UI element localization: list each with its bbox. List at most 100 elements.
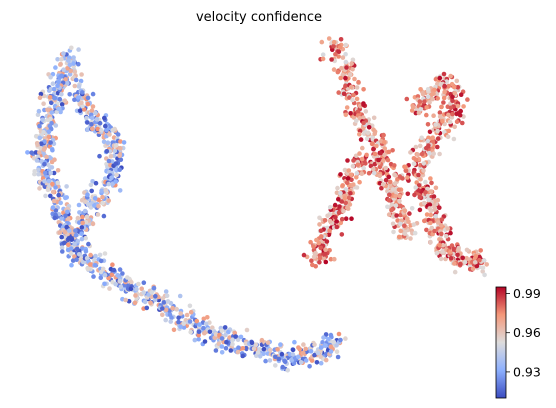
scatter-point (114, 172, 119, 178)
scatter-point (433, 122, 438, 127)
scatter-point (197, 322, 202, 327)
scatter-point (458, 92, 464, 97)
scatter-point (118, 139, 123, 144)
scatter-point (59, 57, 64, 62)
scatter-point (106, 181, 111, 187)
scatter-point (335, 185, 340, 191)
scatter-point (100, 266, 106, 272)
scatter-point (44, 154, 49, 160)
scatter-point (108, 154, 114, 159)
scatter-point (48, 74, 53, 80)
scatter-point (383, 177, 389, 183)
scatter-point (318, 228, 324, 234)
scatter-point (279, 351, 285, 357)
scatter-point (36, 171, 41, 177)
scatter-point (354, 96, 360, 102)
scatter-point (97, 153, 102, 159)
scatter-point (133, 293, 138, 298)
scatter-point (213, 348, 219, 353)
scatter-point (85, 95, 91, 101)
scatter-point (316, 240, 322, 246)
scatter-point (224, 339, 229, 345)
scatter-point (333, 215, 338, 220)
scatter-point (336, 49, 342, 54)
scatter-point (441, 100, 446, 105)
scatter-point (343, 336, 348, 341)
scatter-point (427, 150, 432, 156)
scatter-point (65, 216, 71, 222)
scatter-point (128, 286, 134, 292)
scatter-point (117, 188, 123, 193)
scatter-point (418, 177, 423, 182)
scatter-point (46, 134, 52, 140)
scatter-point (333, 52, 338, 57)
scatter-point (233, 334, 238, 339)
scatter-point (41, 129, 46, 135)
scatter-point (97, 252, 103, 258)
scatter-point (68, 68, 74, 74)
scatter-point (444, 233, 449, 239)
scatter-point (417, 99, 423, 104)
colorbar: 0.99 0.96 0.93 (495, 286, 541, 399)
scatter-point (315, 350, 321, 356)
scatter-point (438, 223, 444, 228)
scatter-point (125, 275, 130, 280)
scatter-point (58, 62, 63, 67)
scatter-point (392, 172, 397, 177)
scatter-point (51, 198, 57, 204)
scatter-point (430, 135, 436, 140)
scatter-point (392, 163, 397, 168)
scatter-point (430, 96, 436, 102)
scatter-point (413, 157, 419, 162)
scatter-point (327, 218, 333, 224)
scatter-point (343, 200, 349, 206)
scatter-point (422, 99, 427, 104)
scatter-point (418, 87, 423, 92)
scatter-point (419, 151, 425, 157)
scatter-point (71, 55, 76, 60)
scatter-point (390, 148, 395, 153)
scatter-point (77, 220, 82, 225)
scatter-point (371, 147, 376, 152)
scatter-point (49, 110, 55, 115)
scatter-point (339, 232, 345, 237)
scatter-point (343, 59, 349, 65)
scatter-point (83, 235, 88, 241)
scatter-point (196, 336, 201, 342)
scatter-point (321, 335, 326, 340)
scatter-point (72, 254, 77, 259)
scatter-point (396, 234, 402, 240)
scatter-point (386, 198, 392, 203)
scatter-point (308, 349, 314, 354)
scatter-point (261, 346, 267, 352)
scatter-point (332, 256, 337, 262)
scatter-point (421, 200, 427, 206)
scatter-point (50, 189, 56, 195)
scatter-point (117, 167, 122, 172)
scatter-point (36, 108, 42, 114)
scatter-point (352, 76, 357, 82)
scatter-point (372, 151, 378, 157)
scatter-point (381, 158, 386, 163)
scatter-point (63, 77, 68, 82)
scatter-point (62, 229, 68, 235)
scatter-point (57, 230, 63, 235)
scatter-point (35, 167, 41, 173)
scatter-point (85, 120, 90, 125)
scatter-point (273, 354, 278, 360)
scatter-point (110, 262, 115, 268)
scatter-point (435, 136, 441, 141)
scatter-point (413, 185, 419, 190)
scatter-point (67, 92, 72, 97)
scatter-point (351, 92, 356, 98)
scatter-point (326, 337, 331, 342)
scatter-point (52, 215, 57, 221)
scatter-point (311, 254, 317, 259)
scatter-point (378, 150, 383, 156)
scatter-point (141, 290, 146, 295)
scatter-point (372, 161, 378, 167)
scatter-point (60, 249, 65, 254)
scatter-point (374, 143, 379, 149)
colorbar-ticks: 0.99 0.96 0.93 (506, 286, 541, 379)
scatter-point (83, 249, 89, 254)
